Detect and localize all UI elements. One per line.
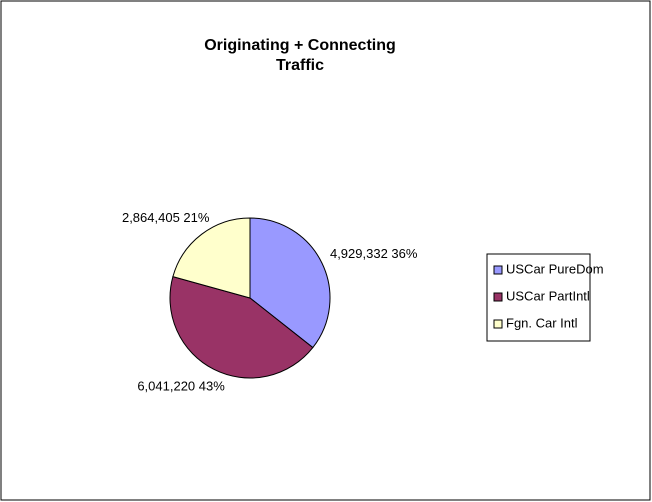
pie-slice — [249, 217, 331, 349]
legend-label: USCar PartIntl — [506, 288, 590, 303]
legend-swatch — [493, 292, 503, 302]
data-label: 2,864,405 21% — [122, 210, 210, 225]
pie-slice — [172, 217, 251, 299]
data-label: 6,041,220 43% — [137, 379, 225, 394]
pie-slice — [169, 276, 314, 379]
legend-label: USCar PureDom — [506, 261, 604, 276]
chart-title: Originating + Connecting Traffic — [204, 37, 396, 74]
legend-label: Fgn. Car Intl — [506, 315, 578, 330]
legend-swatch — [493, 319, 503, 329]
legend-swatch — [493, 265, 503, 275]
legend-box — [486, 253, 591, 342]
data-label: 4,929,332 36% — [330, 246, 418, 261]
